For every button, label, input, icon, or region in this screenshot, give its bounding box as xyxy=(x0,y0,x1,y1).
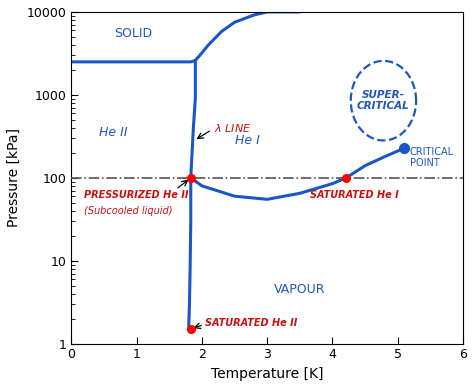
Text: CRITICAL
POINT: CRITICAL POINT xyxy=(410,147,454,168)
Text: He II: He II xyxy=(100,126,128,139)
Text: VAPOUR: VAPOUR xyxy=(274,283,326,296)
Text: SOLID: SOLID xyxy=(114,27,152,40)
Text: SATURATED He I: SATURATED He I xyxy=(310,190,398,200)
Y-axis label: Pressure [kPa]: Pressure [kPa] xyxy=(7,128,21,227)
Text: SATURATED He II: SATURATED He II xyxy=(205,319,298,329)
X-axis label: Temperature [K]: Temperature [K] xyxy=(211,367,323,381)
Text: He I: He I xyxy=(235,134,260,147)
Text: (Subcooled liquid): (Subcooled liquid) xyxy=(84,206,173,216)
Text: PRESSURIZED He II: PRESSURIZED He II xyxy=(84,190,189,200)
Text: SUPER-
CRITICAL: SUPER- CRITICAL xyxy=(357,90,410,111)
Text: $\lambda$ LINE: $\lambda$ LINE xyxy=(214,122,251,134)
